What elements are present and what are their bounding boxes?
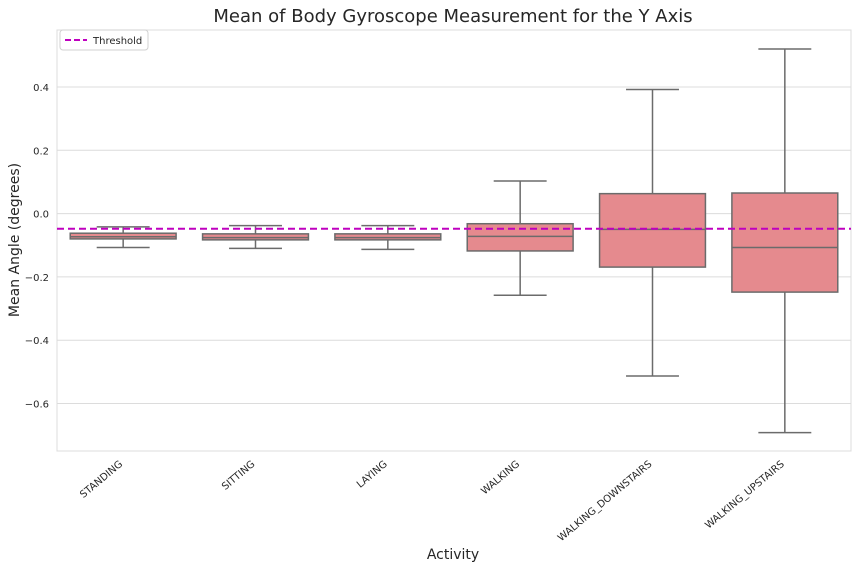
x-tick-label: WALKING_DOWNSTAIRS [556,459,654,544]
y-tick-label: −0.2 [25,273,49,284]
x-tick-label: SITTING [220,459,257,493]
x-axis-label: Activity [427,547,479,563]
legend: Threshold [59,29,149,51]
x-tick-label: WALKING_UPSTAIRS [703,459,786,531]
y-tick-label: −0.6 [25,400,49,411]
y-tick-label: 0.2 [33,146,49,157]
y-axis-label: Mean Angle (degrees) [7,163,23,317]
plot-area: 0.4 0.2 0.0 −0.2 −0.4 −0.6 STANDING SITTING LAYI… [25,29,852,544]
iqr-box [201,233,310,241]
iqr-box [598,192,707,268]
y-tick-label: 0.0 [33,210,49,221]
iqr-box [334,233,442,241]
box-walking-upstairs [731,48,839,434]
y-tick-label: −0.4 [25,336,49,347]
plot-frame [56,29,852,452]
box-laying [334,224,442,251]
box-walking [466,180,574,297]
x-tick-label: STANDING [78,459,125,501]
legend-frame [59,29,149,51]
legend-threshold-label: Threshold [92,36,142,47]
chart-title: Mean of Body Gyroscope Measurement for t… [213,6,692,27]
iqr-box [731,192,839,293]
box-sitting [201,224,310,250]
x-tick-label: WALKING [479,459,522,497]
box-walking-downstairs [598,88,707,377]
box-standing [69,226,177,249]
x-tick-label: LAYING [355,459,390,491]
y-tick-label: 0.4 [33,83,49,94]
